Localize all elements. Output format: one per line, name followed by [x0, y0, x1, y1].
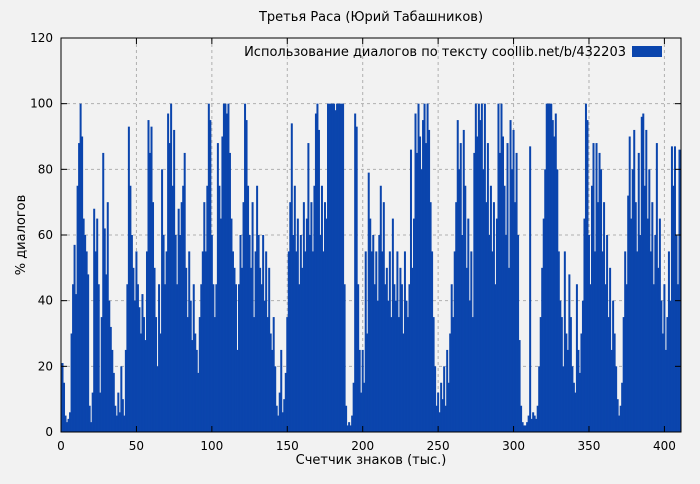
x-tick-label: 400 [653, 439, 676, 453]
y-tick-label: 100 [30, 97, 53, 111]
y-tick-label: 120 [30, 31, 53, 45]
y-tick-label: 40 [38, 294, 53, 308]
x-tick-label: 200 [351, 439, 374, 453]
x-tick-label: 250 [427, 439, 450, 453]
y-tick-label: 20 [38, 359, 53, 373]
y-tick-label: 60 [38, 228, 53, 242]
x-tick-label: 100 [200, 439, 223, 453]
tick-marks [60, 37, 681, 433]
x-tick-label: 350 [578, 439, 601, 453]
y-axis-label: % диалогов [14, 195, 29, 276]
x-tick-label: 300 [502, 439, 525, 453]
x-axis-label: Счетчик знаков (тыс.) [296, 453, 447, 468]
y-tick-label: 80 [38, 162, 53, 176]
y-tick-label: 0 [45, 425, 53, 439]
tick-labels: 0 50 100 150 200 250 300 350 400 0 20 40 60 80 100 120 [30, 31, 676, 453]
chart-title: Третья Раса (Юрий Табашников) [258, 10, 483, 25]
x-tick-label: 150 [276, 439, 299, 453]
x-tick-label: 50 [129, 439, 144, 453]
bars-group [61, 103, 681, 433]
legend-label: Использование диалогов по тексту coollib… [244, 45, 626, 60]
x-tick-label: 0 [57, 439, 65, 453]
legend-swatch [632, 46, 662, 57]
